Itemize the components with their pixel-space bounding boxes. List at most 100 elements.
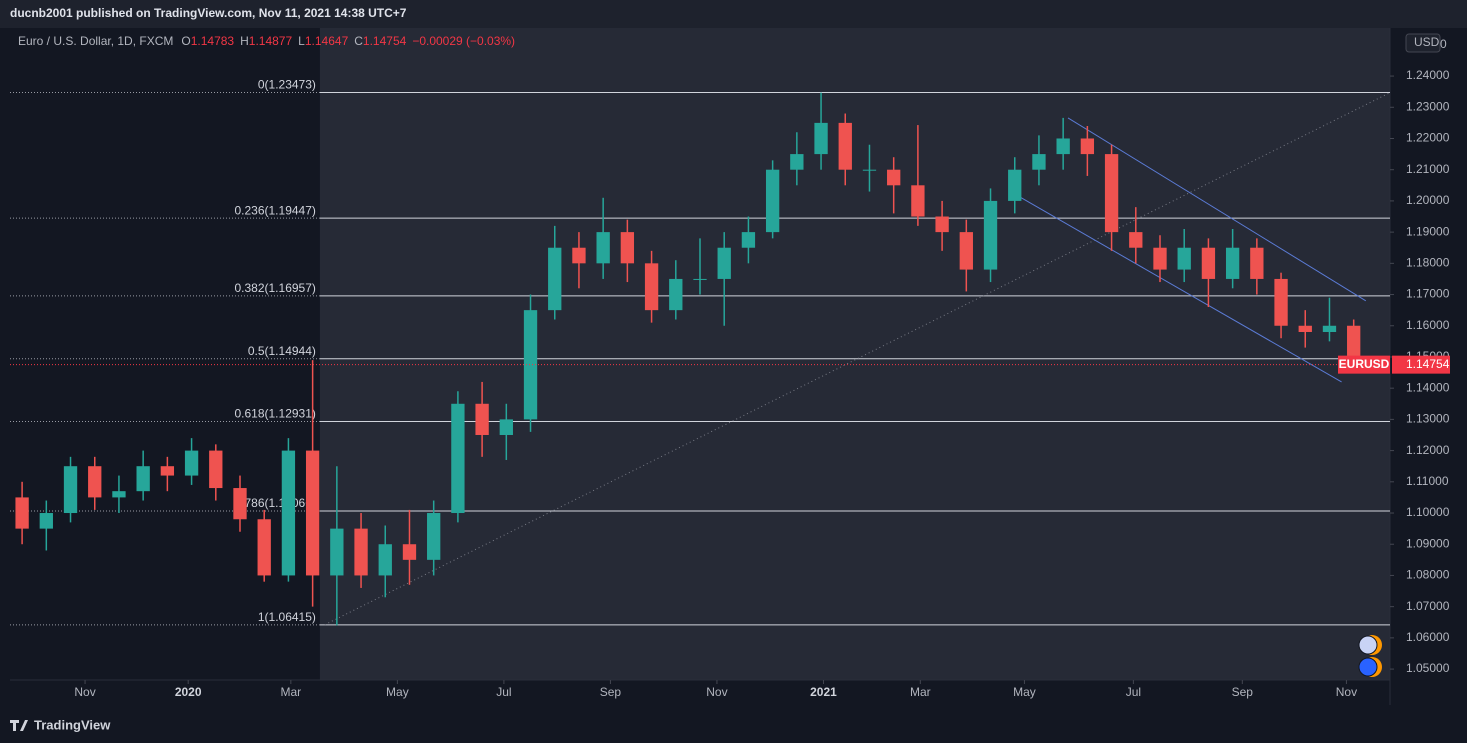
y-tick-label: 1.08000 bbox=[1406, 568, 1450, 582]
event-icon bbox=[1358, 657, 1378, 677]
candle-body bbox=[475, 403, 489, 435]
x-tick-label: Sep bbox=[600, 685, 622, 699]
candle-body bbox=[233, 488, 247, 520]
legend-key: H bbox=[240, 34, 249, 48]
candle-body bbox=[15, 497, 29, 529]
symbol: Euro / U.S. Dollar, 1D, FXCM bbox=[18, 34, 173, 48]
candle-body bbox=[427, 513, 441, 560]
fib-label: 0(1.23473) bbox=[258, 78, 316, 92]
legend: Euro / U.S. Dollar, 1D, FXCM O1.14783 H 1.1… bbox=[18, 34, 515, 48]
legend-change: −0.00029 (−0.03%) bbox=[412, 34, 515, 48]
y-tick-label: 1.07000 bbox=[1406, 599, 1450, 613]
top-bar bbox=[0, 0, 1467, 28]
candle-body bbox=[136, 466, 150, 492]
candle-body bbox=[572, 247, 586, 264]
candle-body bbox=[693, 278, 707, 280]
ticker-tag bbox=[1338, 355, 1390, 374]
fib-label: 0.5(1.14944) bbox=[248, 344, 316, 358]
y-tick-label: 1.17000 bbox=[1406, 287, 1450, 301]
candle-body bbox=[644, 263, 659, 311]
y-tick-label: 1.16000 bbox=[1406, 318, 1450, 332]
legend-key: L bbox=[298, 34, 305, 48]
x-tick-label: Mar bbox=[910, 685, 931, 699]
y-tick-label: 1.13000 bbox=[1406, 412, 1450, 426]
y-tick-label: 1.22000 bbox=[1406, 131, 1450, 145]
candle-body bbox=[378, 544, 392, 576]
candle-body bbox=[160, 466, 175, 476]
y-tick-label: 1.23000 bbox=[1406, 99, 1450, 113]
candle-body bbox=[1056, 138, 1070, 155]
candle-body bbox=[862, 169, 877, 171]
candle-body bbox=[814, 122, 828, 155]
fib-label: 0.786(1.10066) bbox=[234, 496, 315, 510]
price-tag-label: 1.14754 bbox=[1406, 357, 1450, 371]
axis-top-label: 0 bbox=[1440, 37, 1447, 51]
trendline bbox=[1067, 117, 1367, 302]
y-tick-label: 1.20000 bbox=[1406, 193, 1450, 207]
candle-body bbox=[330, 528, 344, 576]
candle-body bbox=[596, 232, 610, 264]
candle-body bbox=[184, 450, 199, 476]
legend-value: 1.14783 bbox=[191, 34, 235, 48]
candle-body bbox=[1322, 325, 1337, 332]
candle-body bbox=[790, 154, 804, 170]
candle-body bbox=[39, 513, 53, 529]
candle-body bbox=[402, 544, 417, 560]
fib-label: 0.236(1.19447) bbox=[234, 203, 315, 217]
plot: 1.05000 1.06000 1.07000 1.08000 1.09000 1.100… bbox=[10, 28, 1450, 699]
x-tick-label: Nov bbox=[1336, 685, 1357, 699]
trendline bbox=[1019, 196, 1342, 383]
legend-row: Euro / U.S. Dollar, 1D, FXCM O1.14783 H 1.1… bbox=[18, 34, 515, 48]
legend-value: 1.14754 bbox=[363, 34, 407, 48]
candle-body bbox=[620, 232, 635, 264]
x-tick-label: 2021 bbox=[810, 685, 837, 699]
published-note: ducnb2001 published on TradingView.com, … bbox=[10, 6, 407, 20]
candle-body bbox=[257, 519, 271, 576]
x-tick-label: Jul bbox=[496, 685, 511, 699]
candle-body bbox=[209, 450, 223, 489]
y-tick-label: 1.11000 bbox=[1406, 474, 1449, 488]
candle-body bbox=[548, 247, 562, 311]
fib-label: 0.382(1.16957) bbox=[234, 281, 315, 295]
candle-body bbox=[305, 450, 320, 576]
candle-body bbox=[669, 278, 683, 311]
candle-body bbox=[765, 169, 780, 233]
legend-key: O bbox=[181, 34, 190, 48]
candle-body bbox=[88, 466, 102, 498]
y-tick-label: 1.05000 bbox=[1406, 661, 1450, 675]
candle-body bbox=[1347, 325, 1361, 365]
candle-body bbox=[741, 232, 756, 248]
event-icons bbox=[1358, 635, 1382, 677]
x-tick-label: Nov bbox=[706, 685, 727, 699]
candle-body bbox=[1177, 247, 1191, 270]
candle-body bbox=[1298, 325, 1312, 332]
candle-body bbox=[1274, 278, 1288, 326]
candle-body bbox=[935, 216, 949, 233]
y-tick-label: 1.10000 bbox=[1406, 505, 1450, 519]
y-tick-label: 1.09000 bbox=[1406, 536, 1450, 550]
candle-body bbox=[63, 466, 78, 514]
y-tick-label: 1.06000 bbox=[1406, 630, 1450, 644]
candle-body bbox=[1153, 247, 1167, 270]
candle-body bbox=[911, 185, 925, 217]
candle-body bbox=[1104, 154, 1119, 233]
x-tick-label: Mar bbox=[281, 685, 302, 699]
candle-body bbox=[887, 169, 901, 186]
price-tag bbox=[1392, 355, 1450, 374]
candle-body bbox=[1201, 247, 1216, 279]
ticker-label: EURUSD bbox=[1339, 357, 1390, 371]
y-tick-label: 1.24000 bbox=[1406, 68, 1450, 82]
candle-body bbox=[838, 122, 852, 170]
unit-button[interactable] bbox=[1405, 33, 1441, 53]
x-tick-label: Sep bbox=[1232, 685, 1254, 699]
candle-body bbox=[1032, 154, 1046, 170]
candle-body bbox=[1080, 138, 1095, 155]
candle-body bbox=[451, 403, 465, 514]
y-tick-label: 1.21000 bbox=[1406, 162, 1450, 176]
x-tick-label: Nov bbox=[74, 685, 95, 699]
candle-body bbox=[1129, 232, 1143, 248]
candle-body bbox=[717, 247, 731, 279]
brand-logo bbox=[10, 720, 28, 731]
candle-body bbox=[281, 450, 296, 576]
